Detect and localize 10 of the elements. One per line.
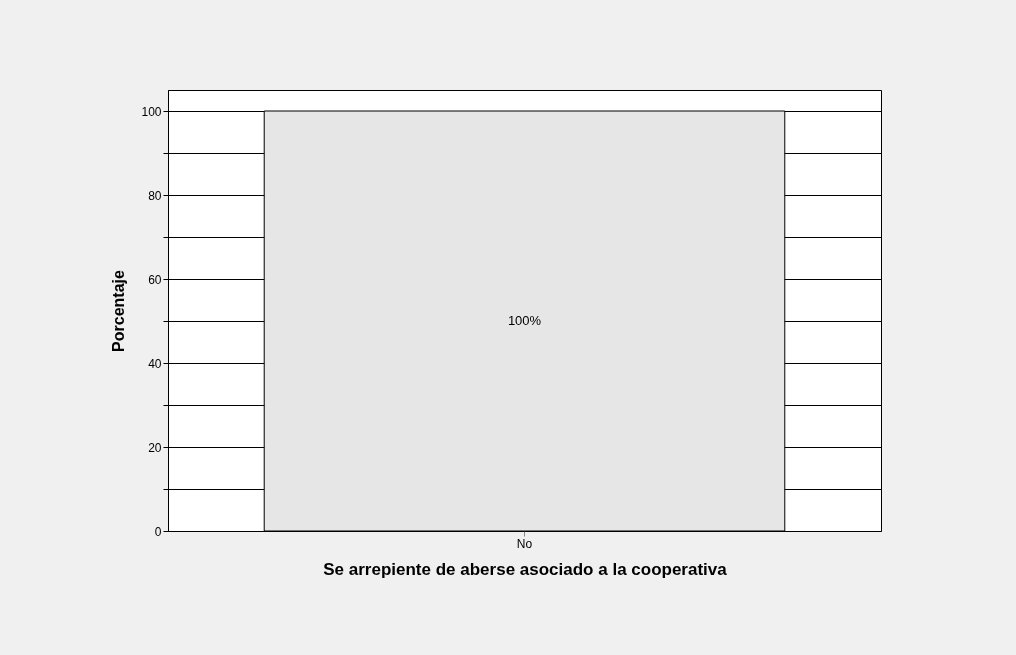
y-axis-title: Porcentaje [110,269,128,352]
y-tick-label: 40 [148,356,162,371]
x-tick-label: No [516,536,533,551]
y-tick-label: 60 [148,272,162,287]
x-axis-title: Se arrepiente de aberse asociado a la cooperativa [323,559,728,579]
y-tick-label: 80 [148,188,162,203]
y-tick-label: 20 [148,440,162,455]
y-tick-label: 0 [154,524,162,539]
data-label: 100% [507,313,542,328]
y-tick-label: 100 [141,104,162,119]
